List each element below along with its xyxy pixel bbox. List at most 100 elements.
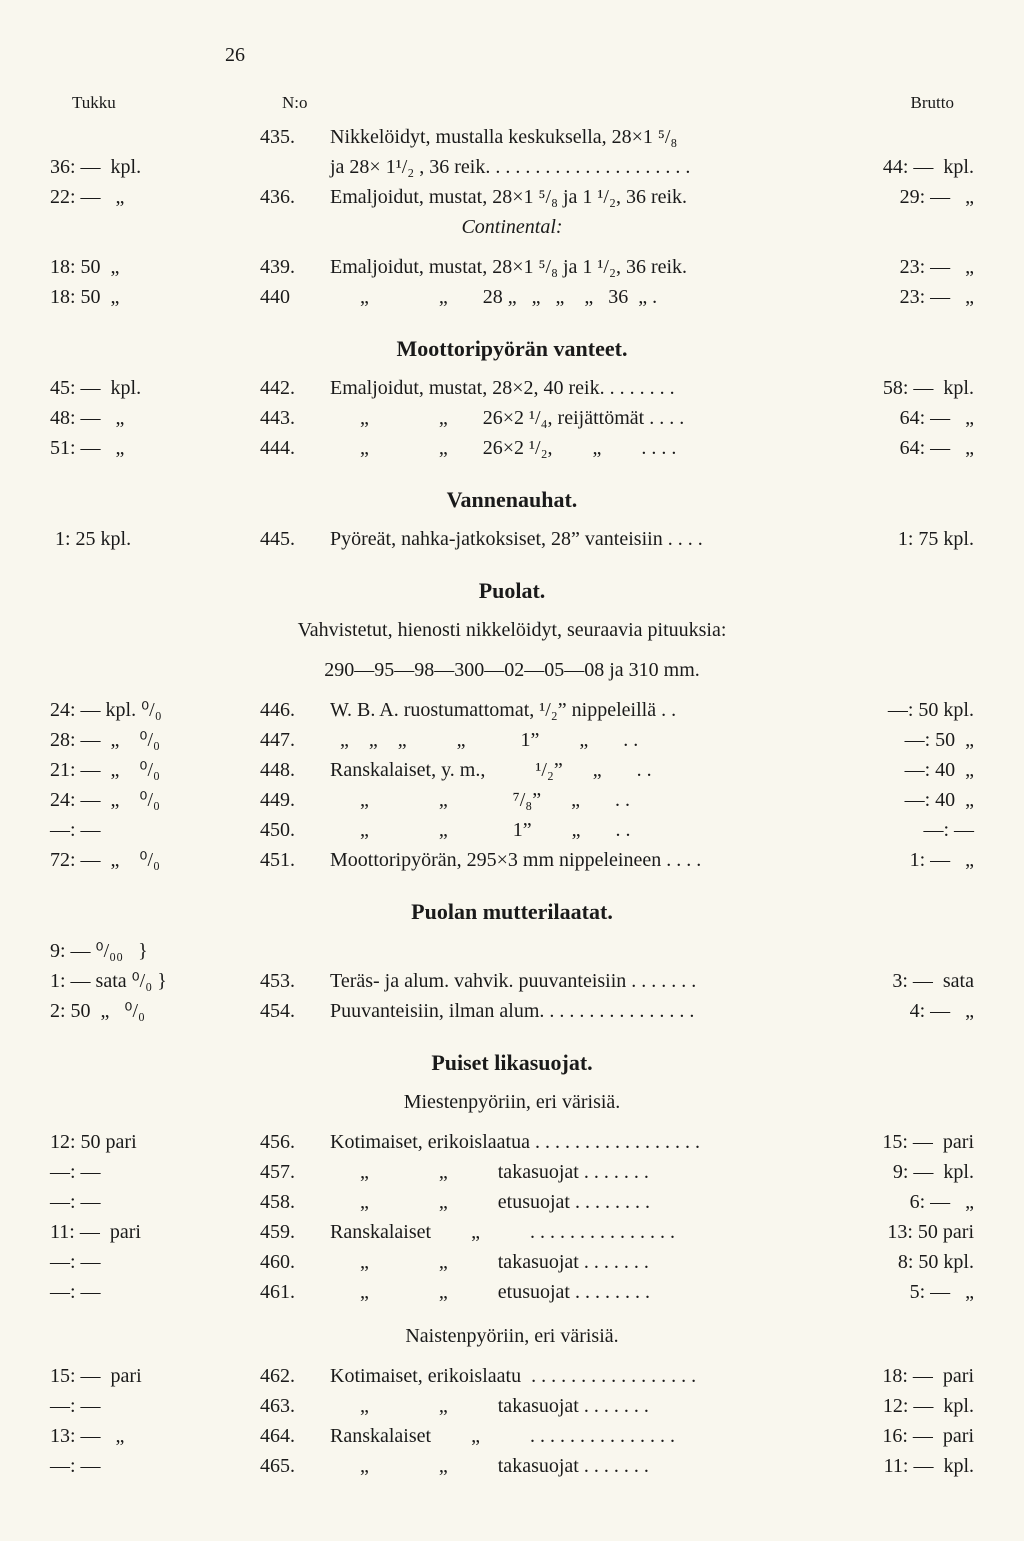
brutto-cell: 29: — „	[844, 182, 974, 212]
desc-cell: „ „ takasuojat . . . . . . .	[330, 1157, 844, 1187]
tukku-cell: 24: — kpl. ⁰/₀	[50, 695, 260, 725]
section-title-mutterilaatat: Puolan mutterilaatat.	[50, 895, 974, 928]
desc-cell: Emaljoidut, mustat, 28×2, 40 reik. . . .…	[330, 373, 844, 403]
tukku-cell: —: —	[50, 1451, 260, 1481]
no-cell: 445.	[260, 524, 330, 554]
no-cell: 456.	[260, 1127, 330, 1157]
desc-cell: „ „ ⁷/₈” „ . .	[330, 785, 844, 815]
no-cell: 440	[260, 282, 330, 312]
desc-cell: Pyöreät, nahka-jatkoksiset, 28” vanteisi…	[330, 524, 844, 554]
brutto-cell: 16: — pari	[844, 1421, 974, 1451]
catalog-row: 435. Nikkelöidyt, mustalla keskuksella, …	[50, 122, 974, 152]
catalog-row: —: — 457. „ „ takasuojat . . . . . . . 9…	[50, 1157, 974, 1187]
desc-cell: „ „ 26×2 ¹/₄, reijättömät . . . .	[330, 403, 844, 433]
desc-cell: „ „ takasuojat . . . . . . .	[330, 1451, 844, 1481]
tukku-cell: 18: 50 „	[50, 282, 260, 312]
no-cell: 458.	[260, 1187, 330, 1217]
brutto-cell: 58: — kpl.	[844, 373, 974, 403]
tukku-cell: 72: — „ ⁰/₀	[50, 845, 260, 875]
page-number: 26	[225, 40, 974, 70]
catalog-row: 24: — „ ⁰/₀ 449. „ „ ⁷/₈” „ . . —: 40 „	[50, 785, 974, 815]
brutto-cell: 8: 50 kpl.	[844, 1247, 974, 1277]
no-cell: 444.	[260, 433, 330, 463]
desc-cell: Ranskalaiset „ . . . . . . . . . . . . .…	[330, 1217, 844, 1247]
catalog-row: 72: — „ ⁰/₀ 451. Moottoripyörän, 295×3 m…	[50, 845, 974, 875]
brutto-cell: 12: — kpl.	[844, 1391, 974, 1421]
desc-cell: „ „ takasuojat . . . . . . .	[330, 1391, 844, 1421]
no-cell: 459.	[260, 1217, 330, 1247]
catalog-row: 24: — kpl. ⁰/₀ 446. W. B. A. ruostumatto…	[50, 695, 974, 725]
catalog-row: 48: — „ 443. „ „ 26×2 ¹/₄, reijättömät .…	[50, 403, 974, 433]
brutto-cell: —: 40 „	[844, 785, 974, 815]
no-cell: 446.	[260, 695, 330, 725]
desc-cell: „ „ etusuojat . . . . . . . .	[330, 1277, 844, 1307]
catalog-row: —: — 463. „ „ takasuojat . . . . . . . 1…	[50, 1391, 974, 1421]
header-no: N:o	[282, 90, 352, 116]
section-title-puolat: Puolat.	[50, 574, 974, 607]
no-cell: 453.	[260, 966, 330, 996]
brutto-cell: —: 50 kpl.	[844, 695, 974, 725]
tukku-cell: 51: — „	[50, 433, 260, 463]
subheading-miesten: Miestenpyöriin, eri värisiä.	[50, 1087, 974, 1117]
section-title-vannenauhat: Vannenauhat.	[50, 483, 974, 516]
no-cell: 450.	[260, 815, 330, 845]
desc-cell: W. B. A. ruostumattomat, ¹/₂” nippeleill…	[330, 695, 844, 725]
desc-cell: „ „ 28 „ „ „ „ 36 „ .	[330, 282, 844, 312]
catalog-row: 45: — kpl. 442. Emaljoidut, mustat, 28×2…	[50, 373, 974, 403]
tukku-cell: —: —	[50, 1157, 260, 1187]
no-cell: 465.	[260, 1451, 330, 1481]
no-cell: 461.	[260, 1277, 330, 1307]
catalog-row: —: — 465. „ „ takasuojat . . . . . . . 1…	[50, 1451, 974, 1481]
no-cell: 454.	[260, 996, 330, 1026]
brutto-cell: —: 50 „	[844, 725, 974, 755]
tukku-cell: —: —	[50, 1277, 260, 1307]
catalog-row: 13: — „ 464. Ranskalaiset „ . . . . . . …	[50, 1421, 974, 1451]
brutto-cell: 4: — „	[844, 996, 974, 1026]
desc-cell: „ „ etusuojat . . . . . . . .	[330, 1187, 844, 1217]
desc-cell: Kotimaiset, erikoislaatua . . . . . . . …	[330, 1127, 844, 1157]
catalog-row: 1: 25 kpl. 445. Pyöreät, nahka-jatkoksis…	[50, 524, 974, 554]
subheading-continental: Continental:	[50, 212, 974, 242]
desc-cell: Teräs- ja alum. vahvik. puuvanteisiin . …	[330, 966, 844, 996]
tukku-cell: 11: — pari	[50, 1217, 260, 1247]
catalog-row: 9: — ⁰/₀₀ }	[50, 936, 974, 966]
desc-cell: Ranskalaiset, y. m., ¹/₂” „ . .	[330, 755, 844, 785]
catalog-row: —: — 458. „ „ etusuojat . . . . . . . . …	[50, 1187, 974, 1217]
no-cell: 442.	[260, 373, 330, 403]
brutto-cell: 1: 75 kpl.	[844, 524, 974, 554]
desc-cell: Emaljoidut, mustat, 28×1 ⁵/₈ ja 1 ¹/₂, 3…	[330, 182, 844, 212]
brutto-cell: 18: — pari	[844, 1361, 974, 1391]
desc-cell: ja 28× 1¹/₂ , 36 reik. . . . . . . . . .…	[330, 152, 844, 182]
no-cell: 435.	[260, 122, 330, 152]
desc-cell: „ „ 26×2 ¹/₂, „ . . . .	[330, 433, 844, 463]
brutto-cell: 11: — kpl.	[844, 1451, 974, 1481]
brutto-cell: 23: — „	[844, 282, 974, 312]
brutto-cell: —: —	[844, 815, 974, 845]
brutto-cell: 5: — „	[844, 1277, 974, 1307]
desc-cell: Puuvanteisiin, ilman alum. . . . . . . .…	[330, 996, 844, 1026]
tukku-cell: 2: 50 „ ⁰/₀	[50, 996, 260, 1026]
catalog-row: 1: — sata ⁰/₀ } 453. Teräs- ja alum. vah…	[50, 966, 974, 996]
no-cell: 439.	[260, 252, 330, 282]
catalog-row: 18: 50 „ 440 „ „ 28 „ „ „ „ 36 „ . 23: —…	[50, 282, 974, 312]
tukku-cell: 1: 25 kpl.	[50, 524, 260, 554]
header-brutto: Brutto	[911, 90, 974, 116]
brutto-cell: 13: 50 pari	[844, 1217, 974, 1247]
tukku-cell: 48: — „	[50, 403, 260, 433]
no-cell: 462.	[260, 1361, 330, 1391]
catalog-row: 36: — kpl. ja 28× 1¹/₂ , 36 reik. . . . …	[50, 152, 974, 182]
brutto-cell: 64: — „	[844, 433, 974, 463]
catalog-row: 2: 50 „ ⁰/₀ 454. Puuvanteisiin, ilman al…	[50, 996, 974, 1026]
tukku-cell: —: —	[50, 1187, 260, 1217]
no-cell: 447.	[260, 725, 330, 755]
catalog-row: 51: — „ 444. „ „ 26×2 ¹/₂, „ . . . . 64:…	[50, 433, 974, 463]
desc-cell: Ranskalaiset „ . . . . . . . . . . . . .…	[330, 1421, 844, 1451]
tukku-cell: 12: 50 pari	[50, 1127, 260, 1157]
desc-cell: „ „ „ „ 1” „ . .	[330, 725, 844, 755]
desc-cell: „ „ takasuojat . . . . . . .	[330, 1247, 844, 1277]
no-cell: 449.	[260, 785, 330, 815]
brutto-cell: 15: — pari	[844, 1127, 974, 1157]
tukku-cell: 24: — „ ⁰/₀	[50, 785, 260, 815]
no-cell: 448.	[260, 755, 330, 785]
catalog-row: 11: — pari 459. Ranskalaiset „ . . . . .…	[50, 1217, 974, 1247]
